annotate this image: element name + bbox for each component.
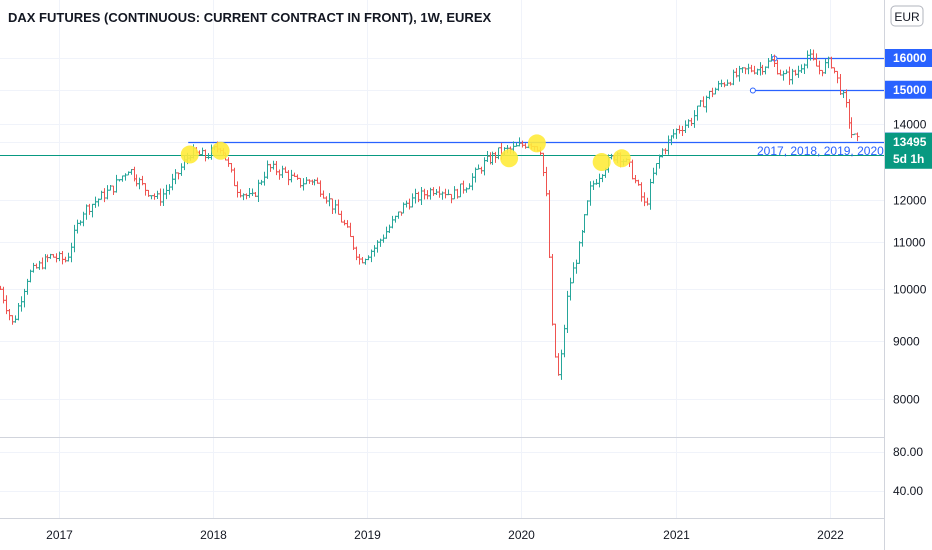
price-tick: 9000 (893, 335, 920, 349)
indicator-tick: 80.00 (893, 445, 923, 459)
year-tick: 2017 (46, 528, 73, 542)
last-price-label: 13495 (893, 135, 927, 149)
year-tick: 2021 (663, 528, 690, 542)
price-tick: 12000 (893, 194, 927, 208)
price-tick: 11000 (893, 236, 926, 250)
level-price-label: 16000 (893, 51, 927, 65)
highlight-circle[interactable] (180, 145, 199, 164)
price-scale[interactable]: 8000 9000 10000 11000 12000 14000 (893, 118, 927, 407)
level-anchor[interactable] (749, 87, 756, 94)
indicator-tick: 40.00 (893, 484, 923, 498)
levels-annotation: 2017, 2018, 2019, 2020 (757, 144, 884, 158)
year-tick: 2019 (354, 528, 381, 542)
price-tick: 10000 (893, 283, 927, 297)
currency-label: EUR (894, 10, 920, 24)
year-tick: 2020 (508, 528, 535, 542)
level-price-label: 15000 (893, 83, 927, 97)
highlight-circles[interactable] (180, 134, 631, 172)
price-tick: 8000 (893, 393, 920, 407)
currency-button[interactable]: EUR (890, 5, 924, 27)
highlight-circle[interactable] (612, 149, 631, 168)
year-tick: 2022 (817, 528, 844, 542)
highlight-circle[interactable] (527, 134, 546, 153)
highlight-circle[interactable] (592, 153, 611, 172)
level-price-tag (885, 49, 932, 67)
price-tick: 14000 (893, 118, 927, 132)
highlight-circle[interactable] (211, 141, 230, 160)
indicator-scale: 80.00 40.00 (893, 445, 923, 498)
year-tick: 2018 (200, 528, 227, 542)
countdown-label: 5d 1h (893, 152, 924, 166)
chart-title: DAX FUTURES (CONTINUOUS: CURRENT CONTRAC… (8, 10, 491, 25)
chart-grid (0, 0, 884, 518)
time-scale[interactable]: 2017 2018 2019 2020 2021 2022 (46, 528, 844, 542)
last-price-tag (885, 132, 932, 169)
highlight-circle[interactable] (500, 149, 519, 168)
level-price-tag (885, 80, 932, 99)
price-tags: 160001500013500134955d 1h (885, 49, 932, 169)
